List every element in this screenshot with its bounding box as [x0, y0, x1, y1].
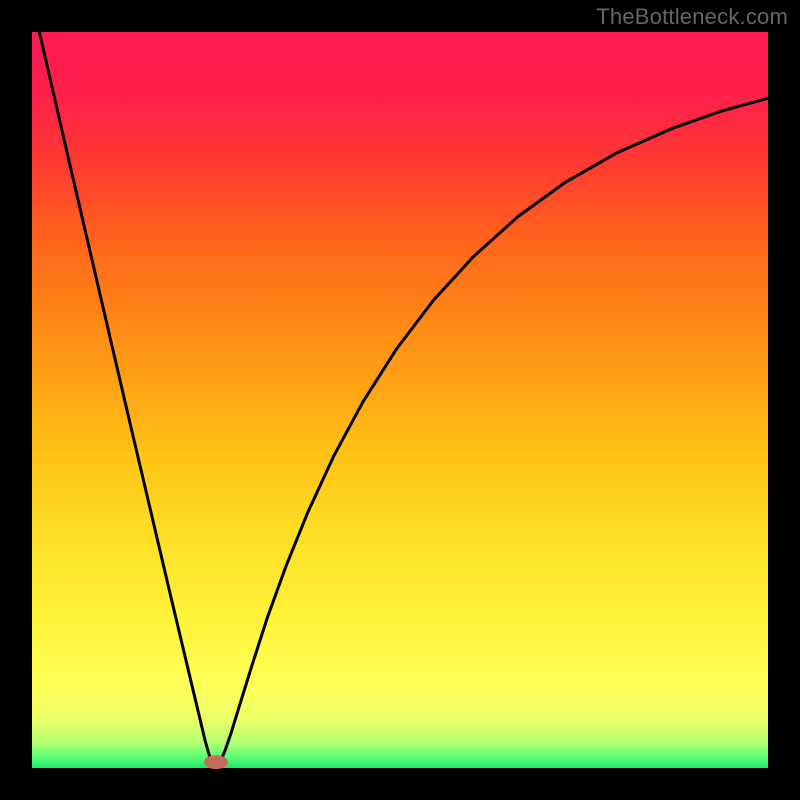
chart-container: TheBottleneck.com [0, 0, 800, 800]
watermark-text: TheBottleneck.com [596, 4, 788, 30]
minimum-marker [204, 755, 228, 769]
chart-svg [0, 0, 800, 800]
plot-area [32, 32, 768, 768]
